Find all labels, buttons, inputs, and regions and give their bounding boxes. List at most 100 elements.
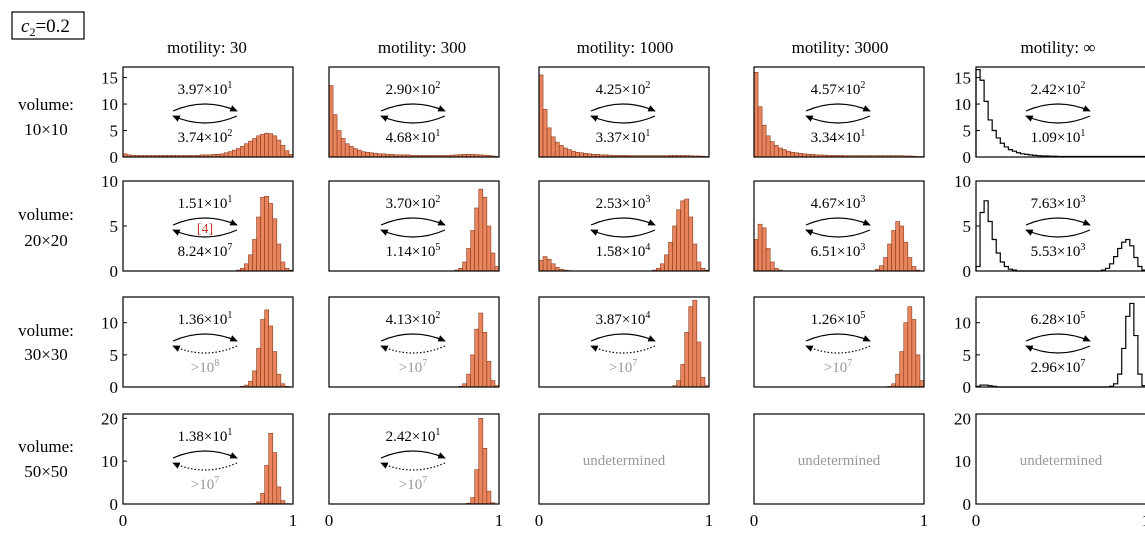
histogram-bar [664, 254, 669, 272]
figure-label-box [11, 11, 85, 40]
panel-frame [328, 180, 500, 272]
y-tick-label: 10 [101, 314, 118, 333]
upper-rate: 2.53×103 [596, 194, 651, 212]
histogram-bar [911, 319, 917, 388]
lower-rate-mantissa: 5.53×10 [1031, 244, 1081, 260]
upper-rate-exponent: 2 [435, 80, 440, 91]
upper-rate: 3.87×104 [596, 310, 651, 328]
upper-rate-exponent: 4 [645, 310, 650, 321]
panel-r2-c3: 1.26×105 >107 [753, 296, 925, 388]
y-tick-label: 10 [101, 452, 118, 471]
histogram-bar [542, 109, 548, 158]
panel-frame [975, 296, 1145, 388]
column-title-motility-30: motility: 30 [167, 38, 247, 57]
histogram-bar [486, 490, 492, 505]
upper-rate: 1.36×101 [178, 310, 233, 328]
backward-arrow [380, 229, 446, 238]
lower-rate: 6.51×103 [811, 242, 866, 260]
upper-rate-exponent: 2 [645, 80, 650, 91]
lower-rate-base: >10 [399, 360, 422, 376]
upper-rate-mantissa: 1.36×10 [178, 312, 228, 328]
column-title-motility-3000: motility: 3000 [792, 38, 889, 57]
row-label-size-50: 50×50 [24, 462, 68, 481]
backward-arrow [1025, 229, 1091, 238]
histogram-bar [676, 209, 681, 272]
histogram-bar [332, 114, 338, 158]
forward-arrow [380, 103, 446, 112]
histogram-bar [264, 196, 270, 272]
histogram-bar [680, 364, 686, 388]
histogram-bar [538, 259, 544, 272]
histogram-bar [336, 130, 342, 158]
upper-rate: 3.70×102 [386, 194, 441, 212]
lower-rate-exponent: 7 [422, 358, 427, 369]
histogram-bar [474, 328, 480, 388]
backward-arrow [172, 462, 238, 471]
histogram-bar [248, 140, 253, 158]
panel-frame [122, 296, 294, 388]
panel-frame [328, 413, 500, 505]
y-tick-label: 10 [954, 452, 971, 471]
upper-rate-exponent: 3 [860, 194, 865, 205]
histogram-bar [280, 261, 286, 272]
lower-rate-exponent: 3 [1080, 242, 1085, 253]
lower-rate-exponent: 8 [214, 358, 219, 369]
histogram-bar [478, 312, 484, 388]
histogram-bar [252, 370, 257, 388]
histogram-bar [490, 380, 496, 388]
upper-rate-exponent: 1 [227, 194, 232, 205]
lower-rate-exponent: 2 [227, 128, 232, 139]
panel-frame [328, 66, 500, 158]
histogram-bar [757, 106, 763, 158]
forward-arrow [172, 450, 238, 459]
figure-label: c2=0.2 [11, 11, 85, 40]
upper-rate: 4.25×102 [596, 80, 651, 98]
lower-rate: 1.58×104 [596, 242, 651, 260]
histogram-bar [260, 319, 265, 388]
lower-rate-exponent: 3 [860, 242, 865, 253]
panel-r1-c1: 3.70×102 1.14×105 [328, 180, 500, 272]
lower-rate-base: >10 [609, 360, 632, 376]
upper-rate-exponent: 2 [435, 194, 440, 205]
lower-rate-exponent: 1 [645, 128, 650, 139]
panel-r3-c2: undetermined 0 1 [535, 413, 713, 530]
histogram-bar [546, 258, 552, 272]
y-tick-label: 15 [101, 69, 118, 88]
upper-rate-mantissa: 1.38×10 [178, 429, 228, 445]
panel-frame [538, 66, 710, 158]
panel-r0-c0: 0 5 10 15 3.97×101 3.74×102 [101, 66, 294, 167]
figure-label-rest: =0.2 [35, 16, 69, 37]
histogram-bar [260, 133, 265, 158]
histogram-bar [550, 136, 556, 158]
histogram-bar [672, 225, 677, 272]
row-label-volume-10: volume: [18, 95, 74, 114]
lower-rate: >107 [191, 475, 219, 493]
histogram-bar [284, 150, 290, 158]
histogram-bar [252, 138, 257, 158]
row-label-volume-50: volume: [18, 437, 74, 456]
forward-arrow [172, 217, 238, 226]
histogram-bar [227, 151, 233, 158]
histogram-bar [550, 263, 556, 272]
lower-rate: 8.24×107 [178, 242, 233, 260]
histogram-bar [482, 196, 488, 272]
histogram-bar [486, 360, 492, 388]
x-tick-label: 1 [920, 511, 929, 530]
panel-frame [538, 180, 710, 272]
histogram-bar [470, 497, 476, 505]
histogram-bar [470, 230, 476, 272]
histogram-bar [482, 447, 488, 505]
histogram-bar [252, 239, 257, 272]
lower-rate-exponent: 5 [435, 242, 440, 253]
histogram-bar [256, 135, 261, 158]
histogram-bar [260, 196, 265, 272]
lower-rate-mantissa: 3.37×10 [596, 130, 646, 146]
y-tick-label: 15 [954, 69, 971, 88]
y-tick-label: 10 [954, 172, 971, 191]
forward-arrow [805, 217, 871, 226]
histogram-bar [268, 432, 274, 505]
upper-rate-exponent: 5 [1080, 310, 1085, 321]
histogram-bar [462, 261, 467, 272]
histogram-bar [895, 221, 901, 272]
x-tick-label: 1 [289, 511, 298, 530]
